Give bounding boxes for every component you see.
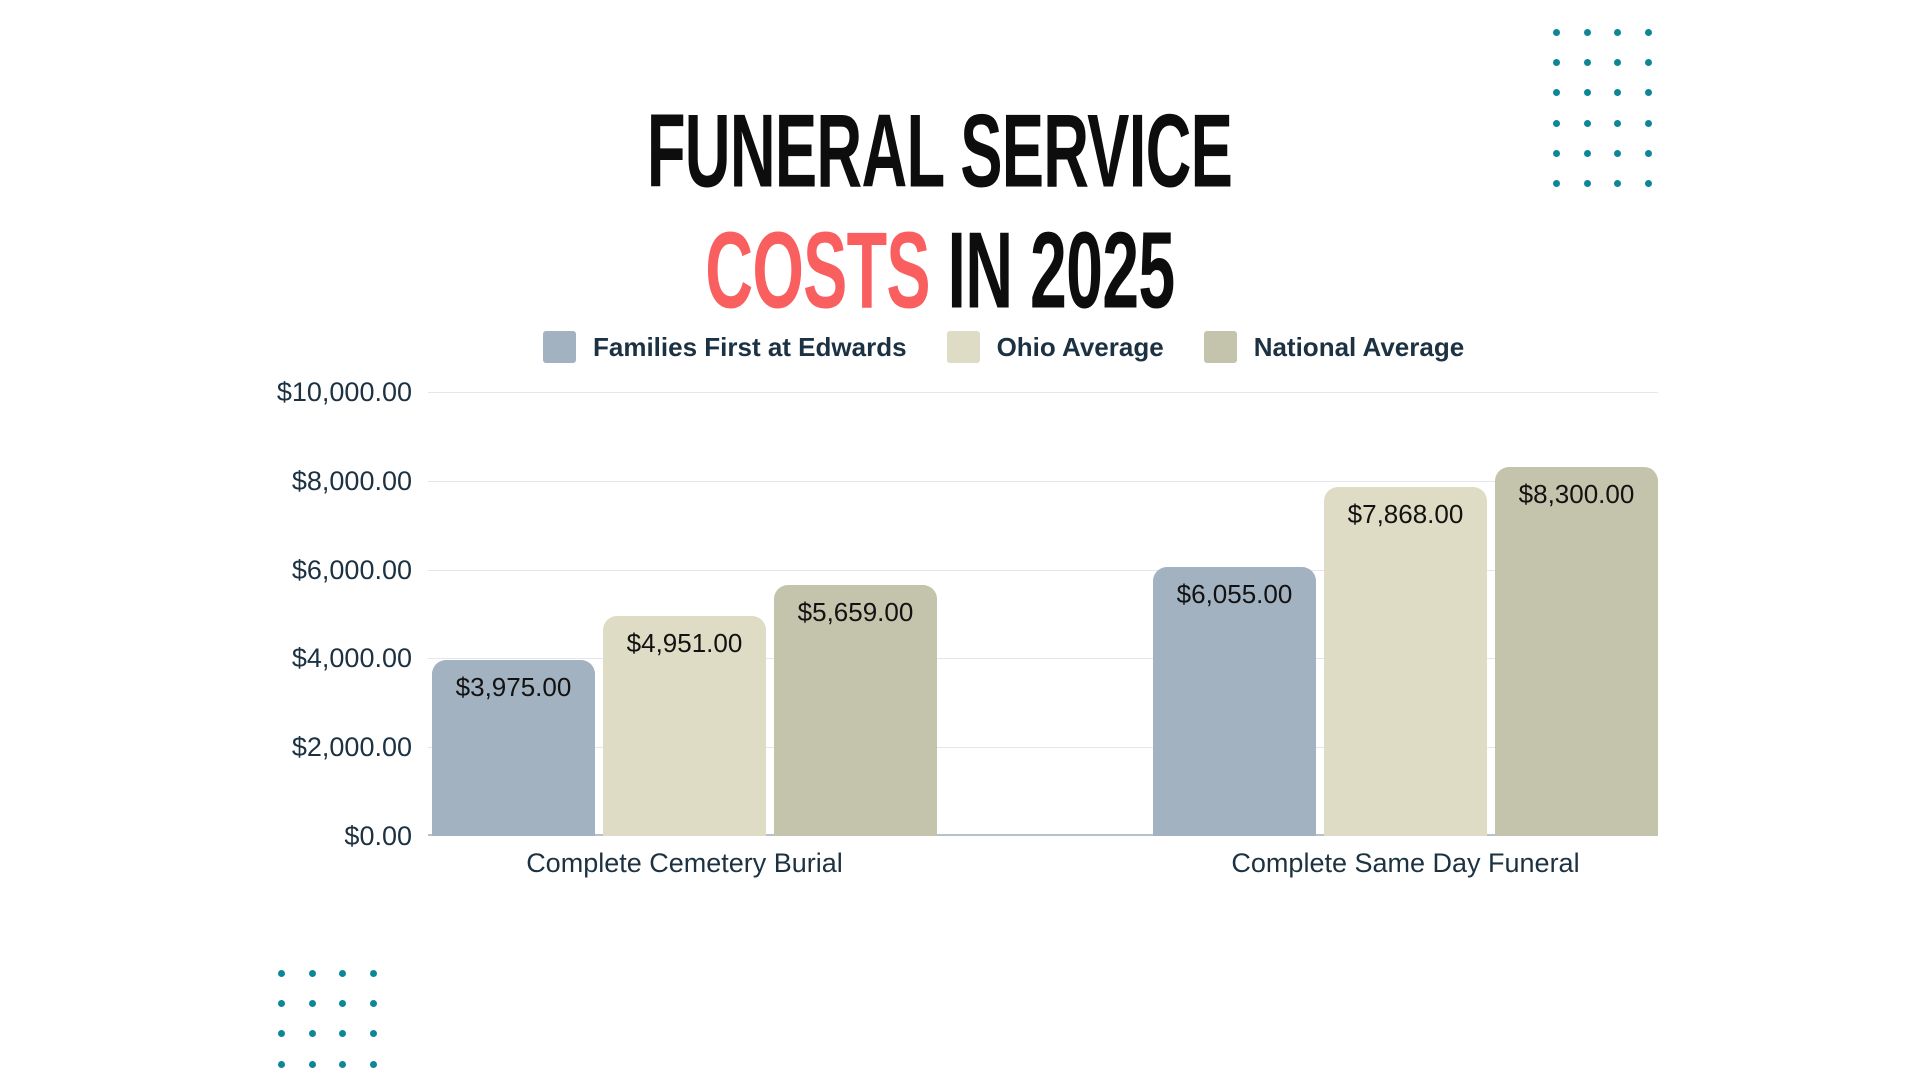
x-axis-line [428, 834, 1658, 836]
decorative-dot [278, 970, 285, 977]
decorative-dot [369, 970, 377, 977]
decorative-dot [278, 1030, 285, 1038]
bar-complete-same-day-funeral-series-2: $8,300.00 [1495, 467, 1658, 836]
decorative-dot [1553, 89, 1560, 97]
decorative-dot [339, 970, 347, 977]
bar-complete-cemetery-burial-series-0: $3,975.00 [432, 660, 595, 836]
decorative-dot [1644, 180, 1652, 187]
bar-value-label: $8,300.00 [1518, 479, 1635, 509]
decorative-dot [308, 1000, 316, 1008]
x-axis-category-label: Complete Same Day Funeral [1231, 848, 1580, 878]
gridline [428, 747, 1658, 749]
decorative-dot [1614, 149, 1622, 157]
decorative-dot [1553, 29, 1560, 36]
bar-complete-same-day-funeral-series-1: $7,868.00 [1324, 487, 1487, 836]
decorative-dot [1644, 119, 1652, 127]
decorative-dot [1614, 89, 1622, 97]
legend-swatch-icon [543, 331, 576, 363]
legend-label: Ohio Average [996, 331, 1164, 362]
decorative-dot [278, 1060, 285, 1068]
legend-item-2: National Average [1203, 331, 1465, 363]
decorative-dot [1614, 180, 1622, 187]
legend-swatch-icon [946, 331, 980, 363]
decorative-dot [1583, 149, 1591, 157]
y-axis-tick-label: $6,000.00 [291, 554, 412, 585]
title-line-1: FUNERAL SERVICE [0, 95, 1880, 224]
y-axis-tick-label: $0.00 [344, 821, 412, 851]
decorative-dot [1583, 29, 1591, 36]
bar-complete-same-day-funeral-series-0: $6,055.00 [1153, 567, 1316, 836]
legend-swatch-icon [1203, 331, 1237, 363]
decorative-dot [1614, 59, 1622, 67]
y-axis-tick-label: $4,000.00 [291, 643, 412, 674]
bar-value-label: $7,868.00 [1347, 499, 1464, 529]
gridline [428, 392, 1658, 393]
decorative-dot [1583, 59, 1591, 67]
page-title: FUNERAL SERVICE COSTS IN 2025 [0, 95, 1880, 345]
decorative-dot [339, 1030, 347, 1038]
decorative-dot [1553, 119, 1560, 127]
decorative-dot [1583, 89, 1591, 97]
bar-value-label: $4,951.00 [626, 628, 743, 658]
bar-chart: $10,000.00 $8,000.00 $6,000.00 $4,000.00 $2,… [277, 377, 1658, 878]
decorative-dot [1644, 29, 1652, 36]
y-axis-tick-label: $10,000.00 [276, 377, 412, 407]
decorative-dot [1644, 89, 1652, 97]
decorative-dot [1583, 119, 1591, 127]
gridline [428, 480, 1658, 482]
y-axis-tick-label: $2,000.00 [291, 732, 412, 763]
gridline [428, 658, 1658, 660]
decorative-dot [1553, 180, 1560, 187]
decorative-dot [308, 970, 316, 977]
decorative-dot [369, 1060, 377, 1068]
decorative-dot [278, 1000, 285, 1008]
decorative-dot [1644, 149, 1652, 157]
bar-complete-cemetery-burial-series-1: $4,951.00 [603, 616, 766, 836]
legend-item-0: Families First at Edwards [543, 331, 907, 363]
bar-value-label: $3,975.00 [455, 672, 572, 702]
bar-complete-cemetery-burial-series-2: $5,659.00 [774, 585, 937, 836]
decorative-dot [308, 1030, 316, 1038]
title-accent-word: COSTS [705, 210, 930, 332]
decorative-dot [1583, 180, 1591, 187]
decorative-dot [369, 1000, 377, 1008]
decorative-dot [339, 1000, 347, 1008]
decorative-dot [1553, 149, 1560, 157]
x-axis-category-label: Complete Cemetery Burial [526, 848, 843, 878]
decorative-dot [369, 1030, 377, 1038]
legend-label: Families First at Edwards [593, 331, 907, 362]
title-line-1-text: FUNERAL SERVICE [647, 92, 1233, 209]
title-line-2: COSTS IN 2025 [0, 216, 1880, 345]
decorative-dot [339, 1060, 347, 1068]
chart-legend: Families First at Edwards Ohio Average Nat… [543, 331, 1464, 363]
title-rest-words: IN 2025 [929, 210, 1176, 332]
legend-label: National Average [1253, 331, 1465, 362]
bar-value-label: $5,659.00 [797, 597, 914, 627]
y-axis-tick-label: $8,000.00 [291, 465, 412, 496]
decorative-dot [1553, 59, 1560, 67]
bar-value-label: $6,055.00 [1176, 579, 1293, 609]
decorative-dot [1614, 119, 1622, 127]
gridline [428, 569, 1658, 571]
legend-item-1: Ohio Average [946, 331, 1164, 363]
decorative-dot [1614, 29, 1622, 36]
decorative-dot [1644, 59, 1652, 67]
decorative-dot [308, 1060, 316, 1068]
